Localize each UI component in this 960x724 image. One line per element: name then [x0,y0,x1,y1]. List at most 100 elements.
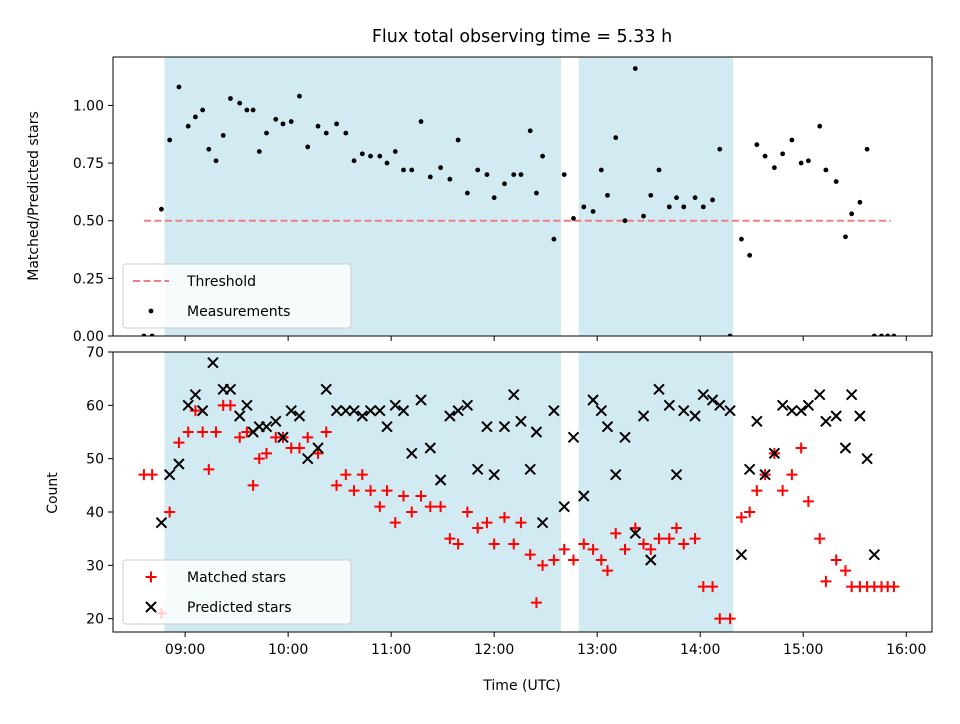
bottom-legend-box [122,559,352,625]
measurement-point [598,167,604,173]
measurement-point [409,167,415,173]
predicted-star-point [381,420,393,433]
matched-star-point [389,517,401,529]
predicted-star-point [601,420,614,433]
measurement-point [843,234,848,240]
matched-star-point [331,479,343,491]
measurement-point [206,146,212,152]
legend-measurements-swatch [148,308,154,314]
matched-star-point [744,506,756,518]
matched-star-point [888,581,900,593]
matched-star-point [398,490,410,502]
measurement-point [250,107,256,113]
matched-star-point [601,565,613,577]
top-y-tick-label: 0.50 [73,214,104,230]
predicted-star-point [155,516,168,529]
predicted-star-point [845,388,858,401]
measurement-point [613,135,619,141]
predicted-star-point [530,426,543,438]
matched-star-point [558,543,570,555]
measurement-point [176,84,182,90]
predicted-star-point [320,383,332,396]
measurement-point [401,167,406,173]
measurement-point [427,174,433,180]
predicted-star-point [293,410,306,422]
measurement-point [717,146,723,152]
matched-star-point [312,447,324,459]
predicted-star-point [364,404,377,417]
x-tick-label: 16:00 [886,642,926,658]
matched-star-point [524,549,536,561]
matched-star-point [182,426,194,438]
measurement-point [590,209,596,214]
predicted-star-point [653,383,665,396]
matched-star-point [795,442,807,454]
predicted-star-point [207,356,219,369]
matched-star-point [786,469,798,481]
top-shaded-interval-1 [578,57,734,336]
measurement-point [244,107,250,113]
matched-star-point [481,517,493,529]
predicted-star-point [854,410,866,422]
x-tick-label: 09:00 [165,642,205,658]
matched-star-point [356,469,368,481]
measurement-point [727,333,733,336]
predicted-star-point [751,415,763,428]
measurement-point [491,195,497,201]
predicted-star-point [795,404,807,417]
predicted-star-point [189,388,202,401]
matched-star-point [320,426,332,438]
predicted-star-point [389,399,401,412]
predicted-star-point [424,442,437,454]
bottom-y-tick-label: 30 [86,558,104,574]
predicted-star-point [567,431,580,444]
x-tick-label: 15:00 [783,642,823,658]
matched-star-point [293,442,305,454]
x-tick-label: 10:00 [268,642,308,658]
predicted-star-point [260,420,273,433]
top-y-tick-label: 0.75 [73,156,104,172]
predicted-star-point [182,399,194,412]
measurement-point [288,119,294,124]
predicted-star-point [830,410,842,422]
measurement-point [447,176,453,182]
predicted-star-point [173,458,185,470]
measurement-point [857,199,863,205]
predicted-star-point [714,399,726,412]
matched-star-point [415,490,427,502]
predicted-star-point [706,394,719,406]
top-y-tick-label: 0.00 [73,329,104,345]
matched-star-point [707,581,719,593]
legend-threshold-label: Threshold [186,274,256,290]
predicted-star-point [724,404,736,417]
measurement-point [885,333,891,336]
measurement-point [256,149,262,154]
predicted-star-point [406,447,418,460]
matched-star-point [802,495,814,507]
predicted-star-point [861,452,873,465]
matched-star-point [435,501,447,513]
measurement-point [213,158,219,164]
matched-star-point [260,447,272,459]
predicted-star-point [868,548,881,561]
predicted-star-point [301,452,314,465]
matched-star-point [548,554,560,566]
predicted-star-point [645,554,657,566]
measurement-point [762,153,768,159]
predicted-star-point [270,415,282,428]
predicted-star-point [461,399,474,412]
measurement-point [484,172,490,177]
x-tick-label: 14:00 [680,642,720,658]
matched-star-point [587,543,599,555]
matched-star-point [224,399,236,411]
matched-star-point [203,463,215,475]
matched-star-point [530,597,542,609]
measurement-point [200,107,206,113]
predicted-star-point [578,490,590,502]
predicted-star-point [759,468,771,481]
measurement-point [605,192,610,198]
matched-star-point [210,426,222,438]
measurement-point [754,142,760,148]
predicted-star-point [587,394,599,406]
measurement-point [710,197,715,203]
